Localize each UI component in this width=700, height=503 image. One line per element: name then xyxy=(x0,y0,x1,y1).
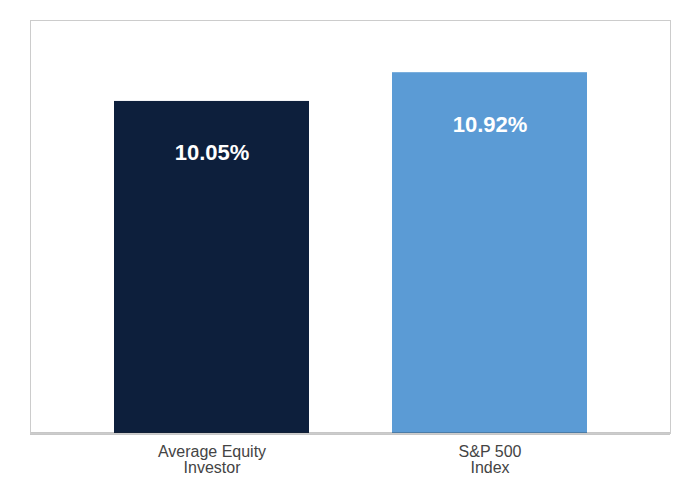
svg-text:10.05%: 10.05% xyxy=(175,140,250,165)
svg-text:10.92%: 10.92% xyxy=(453,112,528,137)
svg-text:Average EquityInvestor: Average EquityInvestor xyxy=(158,443,266,476)
svg-text:S&P 500Index: S&P 500Index xyxy=(459,443,522,476)
